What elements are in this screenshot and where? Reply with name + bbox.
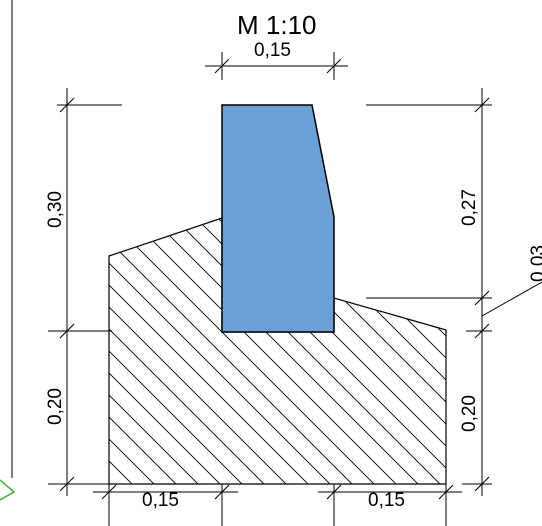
dim-top-width <box>205 52 348 80</box>
scale-title: M 1:10 <box>237 10 317 40</box>
curb-stone <box>221 104 335 333</box>
dim-label-top-width: 0,15 <box>254 40 291 61</box>
dim-label-left-lower: 0,20 <box>45 388 66 425</box>
dim-label-right-offset: 0,03 <box>528 245 542 282</box>
dim-left-vertical <box>48 88 122 496</box>
dim-label-right-lower: 0,20 <box>459 395 480 432</box>
dim-label-bottom-right: 0,15 <box>368 490 405 511</box>
dim-label-right-upper: 0,27 <box>459 189 480 226</box>
dim-right-vertical <box>366 88 542 496</box>
dim-label-bottom-left: 0,15 <box>142 490 179 511</box>
dim-bottom <box>93 484 462 526</box>
dim-label-left-upper: 0,30 <box>45 191 66 228</box>
corner-mark-icon <box>0 479 16 501</box>
